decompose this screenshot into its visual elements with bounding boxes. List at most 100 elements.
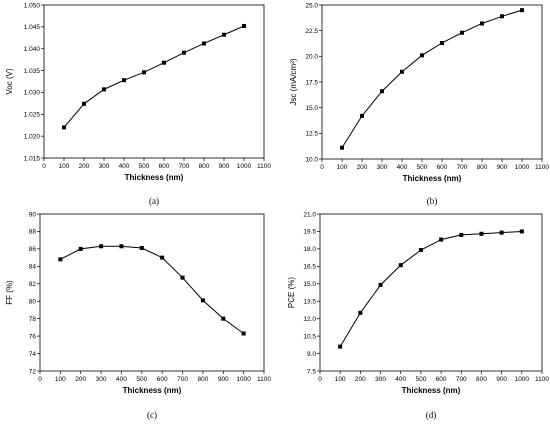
panel-d-y-tick-label: 10.5	[303, 333, 316, 340]
panel-a-x-tick-label: 900	[219, 163, 230, 170]
panel-b-y-tick-label: 15.0	[305, 105, 318, 112]
panel-d-data-point	[358, 310, 363, 315]
panel-d-x-axis-label: Thickness (nm)	[402, 386, 461, 395]
panel-b-x-tick-label: 600	[437, 164, 448, 171]
panel-a-x-tick-label: 400	[119, 163, 130, 170]
panel-d-x-tick-label: 400	[395, 376, 406, 383]
panel-d-y-tick-label: 12.0	[303, 316, 316, 323]
panel-b-y-axis-label: Jsc (mA/cm²)	[289, 58, 298, 105]
panel-c-x-tick-label: 0	[38, 376, 42, 383]
panel-c-x-tick-label: 900	[218, 376, 229, 383]
panel-b-x-tick-label: 1100	[535, 164, 549, 171]
panel-b-x-tick-label: 500	[417, 164, 428, 171]
panel-c-data-point	[99, 244, 104, 249]
panel-b-x-tick-label: 200	[357, 164, 368, 171]
panel-c-data-point	[139, 246, 144, 251]
panel-a-y-tick-label: 1.030	[24, 90, 41, 97]
panel-b-y-tick-label: 12.5	[305, 131, 318, 138]
panel-c-x-tick-label: 600	[157, 376, 168, 383]
panel-c-data-point	[58, 257, 63, 262]
panel-d-x-tick-label: 1000	[515, 376, 530, 383]
panel-a-data-point	[202, 41, 206, 46]
panel-a-data-point	[122, 78, 126, 83]
panel-c-y-tick-label: 76	[29, 333, 37, 340]
panel-d-x-tick-label: 600	[436, 376, 447, 383]
panel-b-series-line	[341, 9, 523, 148]
panel-d-y-tick-label: 21.0	[303, 211, 316, 218]
panel-b-x-axis-label: Thickness (nm)	[403, 174, 462, 183]
panel-d-plot-frame	[319, 213, 543, 372]
panel-c-y-tick-label: 74	[29, 351, 37, 358]
panel-a-x-tick-label: 1100	[257, 163, 271, 170]
panel-c-data-point	[119, 244, 124, 249]
panel-c-data-point	[160, 255, 165, 260]
panel-d-data-point	[439, 237, 444, 242]
panel-d-x-tick-label: 700	[456, 376, 467, 383]
panel-d-y-tick-label: 13.5	[303, 299, 316, 306]
panel-b-x-tick-label: 700	[457, 164, 468, 171]
panel-b-data-point	[480, 21, 484, 26]
panel-a-x-tick-label: 700	[179, 163, 190, 170]
panel-c-x-tick-label: 500	[136, 376, 147, 383]
panel-a-x-tick-label: 500	[139, 163, 150, 170]
panel-d-data-point	[338, 344, 343, 349]
panel-c-data-point	[241, 331, 246, 336]
panel-d-x-tick-label: 300	[375, 376, 386, 383]
panel-a-y-tick-label: 1.040	[24, 46, 41, 53]
panel-c-data-point	[221, 316, 226, 321]
panel-b-y-tick-label: 20.0	[305, 54, 318, 61]
panel-c-series-line	[60, 245, 244, 334]
panel-a-data-point	[182, 50, 186, 55]
panel-c-x-axis-label: Thickness (nm)	[123, 386, 182, 395]
panel-b-y-tick-label: 25.0	[305, 2, 318, 9]
panel-c-y-tick-label: 84	[29, 264, 37, 271]
panel-d-series-line	[339, 230, 522, 347]
panel-b-data-point	[440, 40, 444, 45]
panel-c-y-tick-label: 90	[29, 211, 37, 218]
panel-a-data-point	[222, 32, 226, 37]
panel-d-data-point	[418, 248, 423, 253]
panel-b-data-point	[400, 69, 404, 74]
panel-c-x-tick-label: 400	[116, 376, 127, 383]
panel-d-data-point	[519, 229, 524, 234]
panel-c-y-tick-label: 88	[29, 229, 37, 236]
panel-b-x-tick-label: 900	[497, 164, 508, 171]
panel-a-x-tick-label: 300	[99, 163, 110, 170]
panel-b-x-tick-label: 100	[337, 164, 348, 171]
panel-a-x-tick-label: 0	[42, 163, 46, 170]
panel-a-data-point	[162, 60, 166, 65]
panel-a-x-axis-label: Thickness (nm)	[125, 173, 184, 182]
panel-b-y-tick-label: 22.5	[305, 28, 318, 35]
panel-d-x-tick-label: 0	[318, 376, 322, 383]
panel-a-y-tick-label: 1.050	[24, 2, 41, 9]
panel-c-caption: (c)	[147, 410, 157, 420]
panel-c-data-point	[180, 275, 185, 280]
panel-d-x-tick-label: 800	[476, 376, 487, 383]
panel-b-plot-frame	[321, 4, 543, 160]
panel-b-data-point	[360, 113, 364, 118]
panel-a-y-tick-label: 1.025	[24, 112, 41, 119]
panel-c-y-tick-label: 82	[29, 281, 37, 288]
panel-b-x-tick-label: 800	[477, 164, 488, 171]
panel-c-y-tick-label: 80	[29, 299, 37, 306]
panel-d-x-tick-label: 500	[415, 376, 426, 383]
panel-a-y-tick-label: 1.045	[24, 24, 41, 31]
panel-b-y-tick-label: 10.0	[305, 156, 318, 163]
panel-a-caption: (a)	[149, 196, 159, 206]
panel-d-x-tick-label: 1100	[535, 376, 549, 383]
panel-c-plot-frame	[39, 213, 265, 372]
panel-d-x-tick-label: 200	[355, 376, 366, 383]
panel-a-x-tick-label: 600	[159, 163, 170, 170]
panel-b-x-tick-label: 400	[397, 164, 408, 171]
panel-c-y-tick-label: 86	[29, 246, 37, 253]
panel-a-data-point	[102, 87, 106, 92]
panel-a-data-point	[62, 125, 66, 130]
panel-b-data-point	[520, 8, 524, 13]
panel-c-x-tick-label: 200	[75, 376, 86, 383]
panel-b-data-point	[420, 53, 424, 58]
panel-b-x-tick-label: 300	[377, 164, 388, 171]
panel-c-y-tick-label: 78	[29, 316, 37, 323]
panel-a-series-line	[63, 25, 245, 128]
panel-d-x-tick-label: 900	[496, 376, 507, 383]
